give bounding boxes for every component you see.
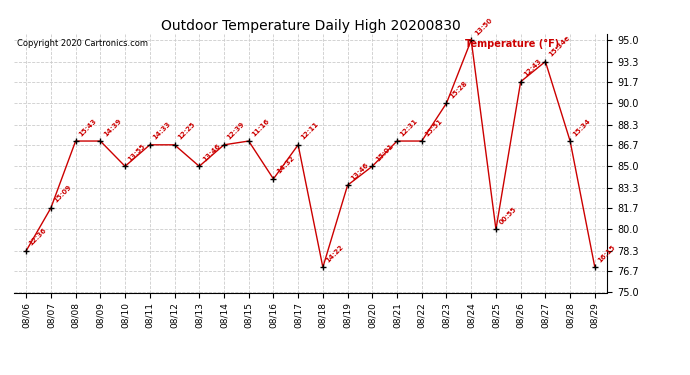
Text: Temperature (°F): Temperature (°F) <box>465 39 559 49</box>
Text: 00:55: 00:55 <box>498 206 518 226</box>
Text: 14:39: 14:39 <box>102 117 122 137</box>
Text: 13:46: 13:46 <box>201 142 221 162</box>
Text: 12:11: 12:11 <box>300 121 320 141</box>
Text: 12:43: 12:43 <box>522 58 542 78</box>
Text: Copyright 2020 Cartronics.com: Copyright 2020 Cartronics.com <box>17 39 148 48</box>
Text: 14:32: 14:32 <box>275 155 295 175</box>
Text: 11:16: 11:16 <box>250 117 270 137</box>
Text: 13:50: 13:50 <box>473 16 493 36</box>
Text: 15:01: 15:01 <box>374 142 394 162</box>
Text: 13:55: 13:55 <box>127 143 147 162</box>
Text: 12:36: 12:36 <box>28 227 48 247</box>
Title: Outdoor Temperature Daily High 20200830: Outdoor Temperature Daily High 20200830 <box>161 19 460 33</box>
Text: 15:51: 15:51 <box>424 117 444 137</box>
Text: 12:25: 12:25 <box>177 122 196 141</box>
Text: 14:33: 14:33 <box>152 121 172 141</box>
Text: 15:34e: 15:34e <box>547 34 571 58</box>
Text: 15:43: 15:43 <box>77 117 97 137</box>
Text: 15:28: 15:28 <box>448 80 469 99</box>
Text: 16:15: 16:15 <box>597 244 617 264</box>
Text: 15:09: 15:09 <box>53 184 72 204</box>
Text: 14:22: 14:22 <box>325 244 345 264</box>
Text: 13:46: 13:46 <box>350 162 370 182</box>
Text: 15:34: 15:34 <box>572 117 592 137</box>
Text: 12:31: 12:31 <box>399 117 419 137</box>
Text: 12:39: 12:39 <box>226 121 246 141</box>
